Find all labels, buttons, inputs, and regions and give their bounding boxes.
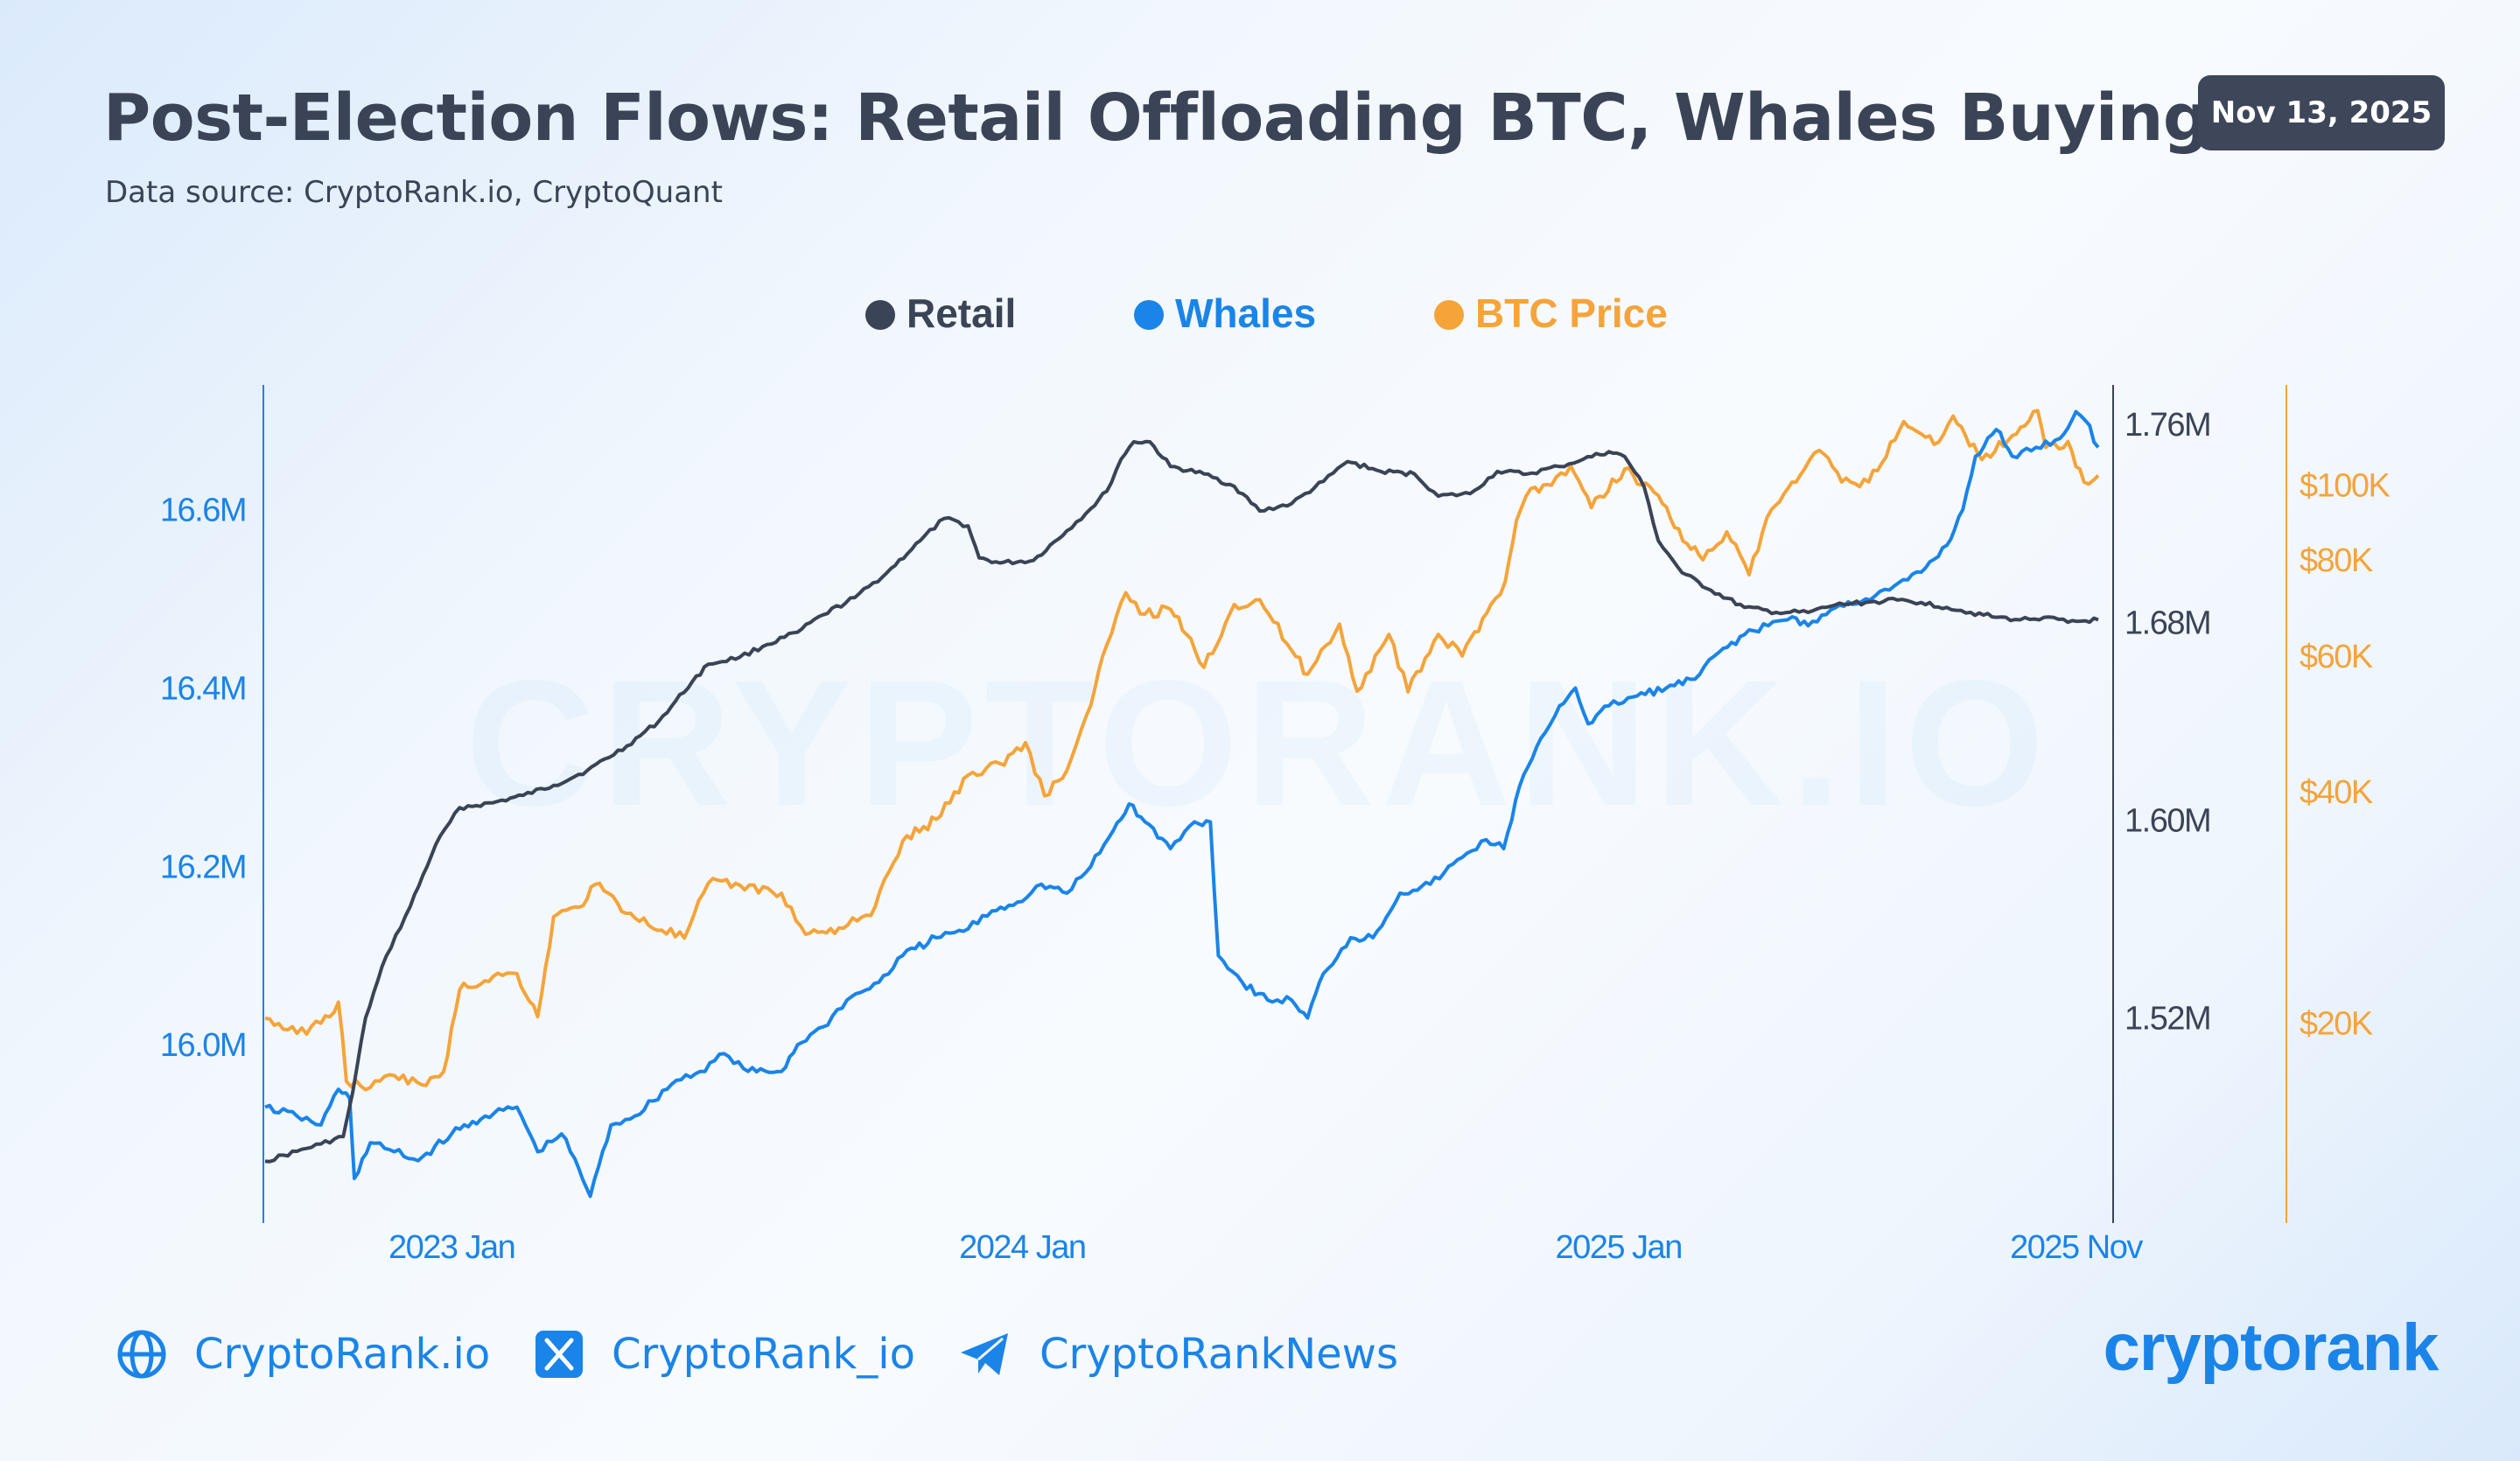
legend-item-btc-price[interactable]: BTC Price: [1434, 290, 1668, 336]
watermark: CRYPTORANK.IO: [466, 643, 2051, 843]
footer-telegram-label: CryptoRankNews: [1040, 1330, 1398, 1379]
series-line-btc-price: [264, 409, 2100, 1092]
whales-axis-ticks: 16.0M 16.2M 16.4M 16.6M: [160, 493, 248, 1064]
whales-tick-16-0m: 16.0M: [160, 1027, 246, 1064]
legend-dot-btc-price: [1434, 300, 1464, 330]
whales-tick-16-4m: 16.4M: [160, 671, 246, 708]
legend-dot-whales: [1134, 300, 1164, 330]
globe-icon: [117, 1330, 166, 1379]
x-icon: [536, 1331, 583, 1378]
chart-legend: Retail Whales BTC Price: [865, 290, 1668, 336]
legend-label-btc-price: BTC Price: [1475, 290, 1668, 336]
series-line-retail: [264, 439, 2099, 1164]
data-source-subtitle: Data source: CryptoRank.io, CryptoQuant: [105, 175, 723, 210]
btc-tick-20k: $20K: [2300, 1006, 2373, 1043]
footer-telegram[interactable]: CryptoRankNews: [959, 1321, 1398, 1388]
x-axis-ticks: 2023 Jan 2024 Jan 2025 Jan 2025 Nov: [388, 1229, 2145, 1266]
btc-tick-60k: $60K: [2300, 639, 2373, 675]
footer-x-label: CryptoRank_io: [612, 1330, 915, 1379]
whales-tick-16-6m: 16.6M: [160, 493, 246, 529]
btc-axis-ticks: $20K $40K $60K $80K $100K: [2300, 468, 2391, 1043]
retail-tick-1-60m: 1.60M: [2124, 802, 2210, 839]
legend-item-whales[interactable]: Whales: [1134, 290, 1316, 336]
btc-tick-40k: $40K: [2300, 774, 2373, 811]
x-tick-2024-jan: 2024 Jan: [959, 1229, 1085, 1266]
x-tick-2025-jan: 2025 Jan: [1555, 1229, 1681, 1266]
date-badge: Nov 13, 2025: [2198, 75, 2445, 150]
retail-tick-1-52m: 1.52M: [2124, 1000, 2210, 1037]
btc-tick-80k: $80K: [2300, 542, 2373, 579]
footer-website[interactable]: CryptoRank.io: [117, 1321, 490, 1388]
cryptorank-logo: cryptorank: [2104, 1311, 2441, 1385]
retail-tick-1-76m: 1.76M: [2124, 407, 2210, 444]
telegram-icon: [961, 1333, 1008, 1375]
whales-tick-16-2m: 16.2M: [160, 849, 246, 885]
retail-axis-ticks: 1.52M 1.60M 1.68M 1.76M: [2124, 407, 2212, 1037]
legend-label-retail: Retail: [906, 290, 1016, 336]
series-line-whales: [264, 409, 2100, 1199]
footer-website-label: CryptoRank.io: [194, 1330, 491, 1379]
btc-tick-100k: $100K: [2300, 468, 2390, 505]
page-title: Post-Election Flows: Retail Offloading B…: [103, 80, 2209, 156]
retail-tick-1-68m: 1.68M: [2124, 605, 2210, 641]
x-tick-2023-jan: 2023 Jan: [388, 1229, 514, 1266]
x-tick-2025-nov: 2025 Nov: [2010, 1229, 2143, 1266]
footer-x-account[interactable]: CryptoRank_io: [535, 1321, 915, 1388]
brand-wordmark: cryptorank: [2104, 1311, 2440, 1385]
legend-item-retail[interactable]: Retail: [865, 290, 1016, 336]
legend-dot-retail: [865, 300, 895, 330]
legend-label-whales: Whales: [1175, 290, 1316, 336]
